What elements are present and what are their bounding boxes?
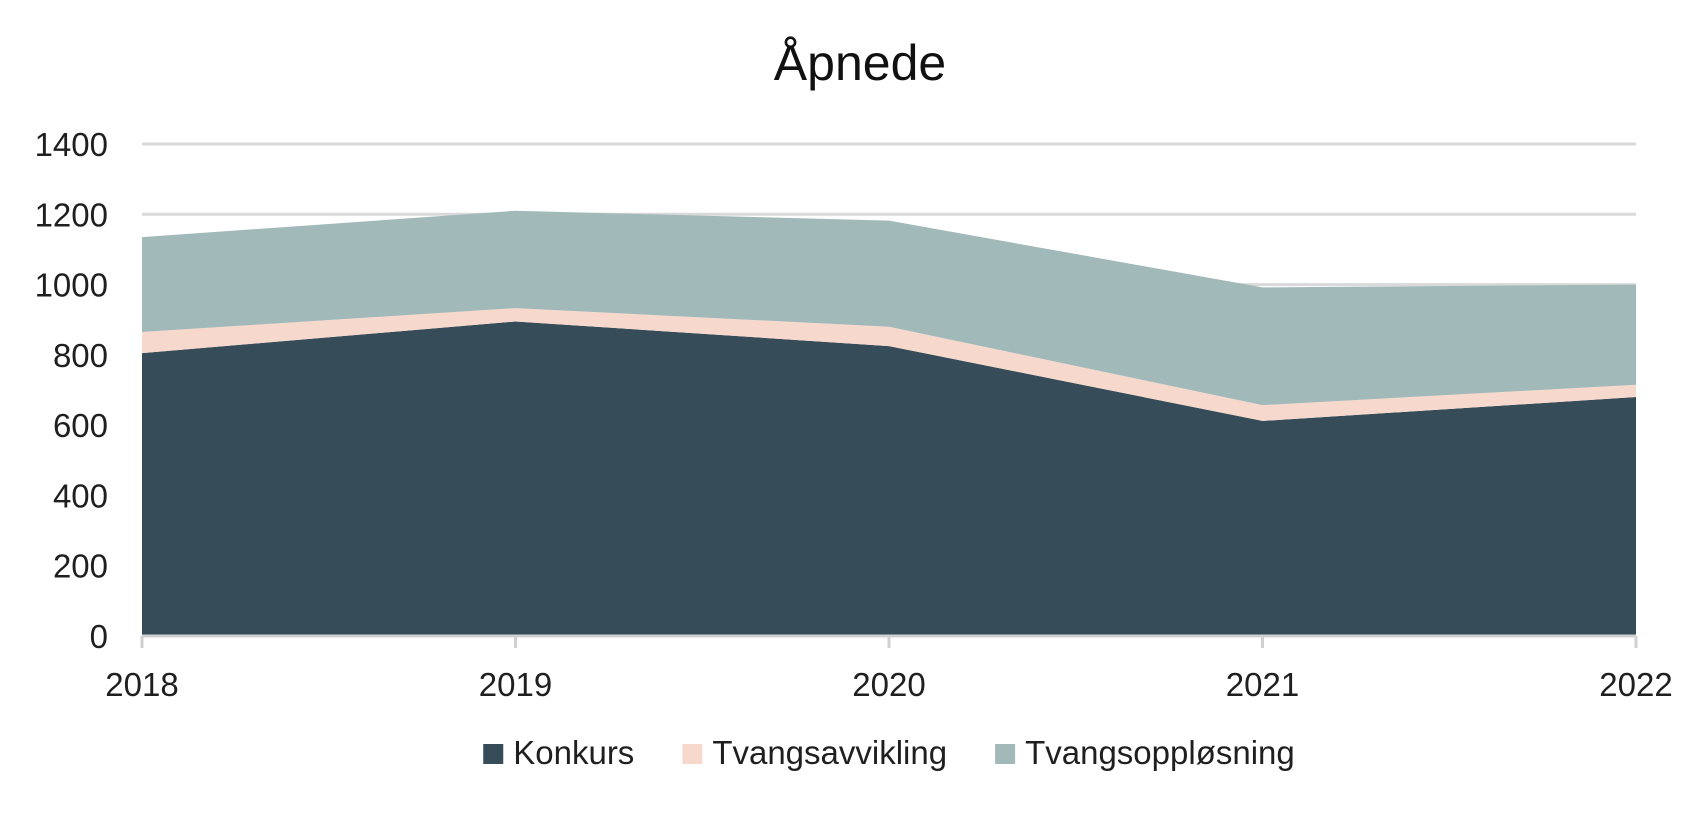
chart-title: Åpnede (774, 35, 946, 91)
area-series-konkurs (142, 321, 1636, 636)
y-tick-label-0: 0 (90, 618, 108, 655)
y-tick-label-200: 200 (53, 548, 108, 585)
y-tick-label-800: 800 (53, 337, 108, 374)
legend: Konkurs Tvangsavvikling Tvangsoppløsning (483, 734, 1295, 771)
legend-swatch-konkurs (483, 744, 504, 764)
area-series-tvangsavvikling (142, 308, 1636, 421)
area-series-tvangsoppløsning (142, 210, 1636, 406)
x-tick-label-2018: 2018 (105, 666, 178, 703)
x-tick-label-2022: 2022 (1599, 666, 1672, 703)
y-tick-label-1000: 1000 (35, 267, 108, 304)
x-tick-label-2019: 2019 (479, 666, 552, 703)
legend-label-tvangsavvikling: Tvangsavvikling (712, 734, 947, 771)
x-tick-label-2021: 2021 (1226, 666, 1299, 703)
legend-swatch-tvangsavvikling (682, 744, 703, 764)
legend-item-konkurs: Konkurs (483, 734, 634, 771)
legend-item-tvangsoppløsning: Tvangsoppløsning (995, 734, 1295, 771)
y-tick-label-400: 400 (53, 477, 108, 514)
y-tick-label-600: 600 (53, 407, 108, 444)
y-tick-label-1400: 1400 (35, 126, 108, 163)
legend-swatch-tvangsoppløsning (995, 744, 1016, 764)
y-tick-label-1200: 1200 (35, 196, 108, 233)
legend-label-tvangsoppløsning: Tvangsoppløsning (1025, 734, 1295, 771)
legend-label-konkurs: Konkurs (513, 734, 634, 771)
legend-item-tvangsavvikling: Tvangsavvikling (682, 734, 947, 771)
x-tick-label-2020: 2020 (852, 666, 925, 703)
plot-area (142, 210, 1636, 636)
axes: 0 200 400 600 800 1000 1200 1400 2018 2019 2020 202… (35, 126, 1673, 703)
